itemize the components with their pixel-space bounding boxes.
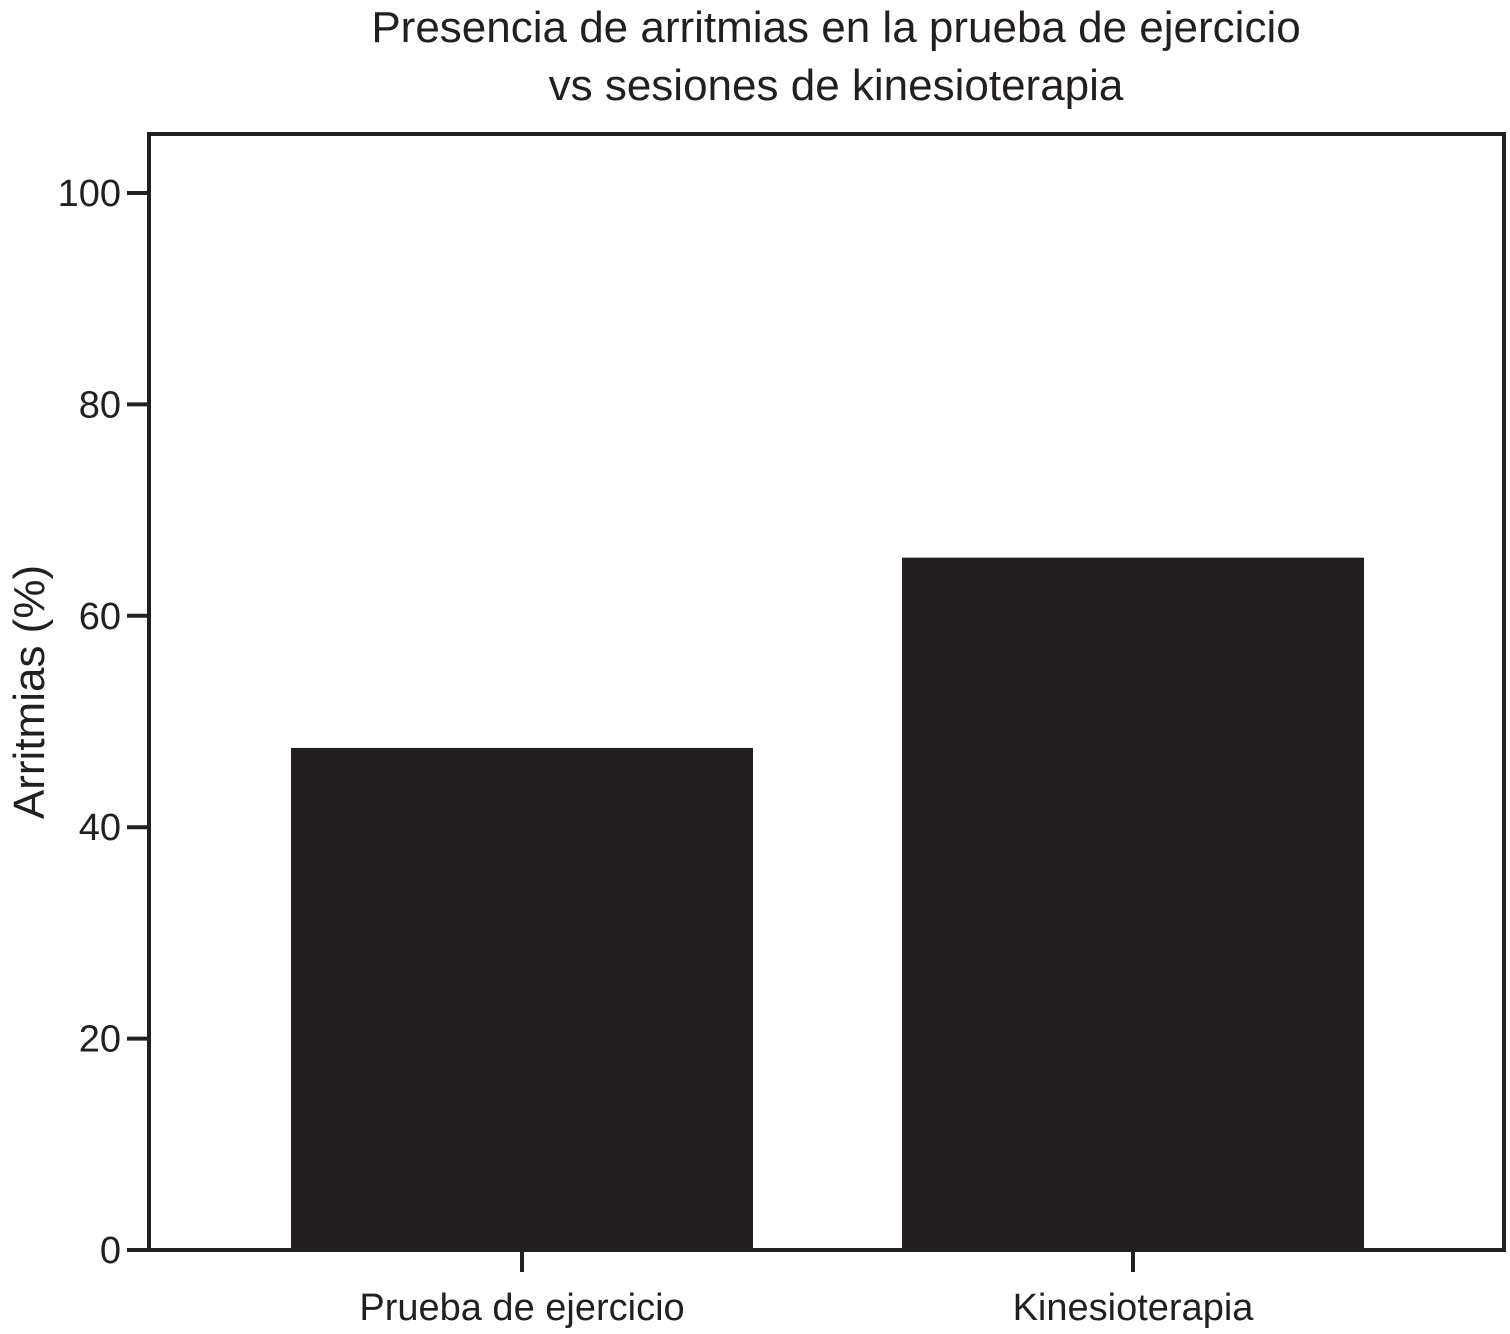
x-category-label-1: Prueba de ejercicio <box>359 1287 684 1329</box>
chart-title-line-1: Presencia de arritmias en la prueba de e… <box>371 3 1300 52</box>
plot-frame <box>147 132 1506 1252</box>
y-tick-label-100: 100 <box>58 173 121 215</box>
y-tick-label-60: 60 <box>79 596 121 638</box>
x-category-label-2: Kinesioterapia <box>1013 1287 1255 1329</box>
x-axis-ticks: Prueba de ejercicio Kinesioterapia <box>359 1250 1254 1329</box>
bar-1 <box>291 747 753 1250</box>
y-tick-label-40: 40 <box>79 807 121 849</box>
y-axis-ticks: 0 20 40 60 80 100 <box>58 173 149 1272</box>
y-axis-label: Arritmias (%) <box>5 565 54 819</box>
y-tick-label-0: 0 <box>100 1230 121 1272</box>
y-tick-label-20: 20 <box>79 1019 121 1061</box>
chart-title: Presencia de arritmias en la prueba de e… <box>371 3 1300 110</box>
bar-2 <box>902 557 1364 1250</box>
chart-title-line-2: vs sesiones de kinesioterapia <box>549 61 1124 110</box>
y-tick-label-80: 80 <box>79 384 121 426</box>
bars <box>291 557 1364 1250</box>
